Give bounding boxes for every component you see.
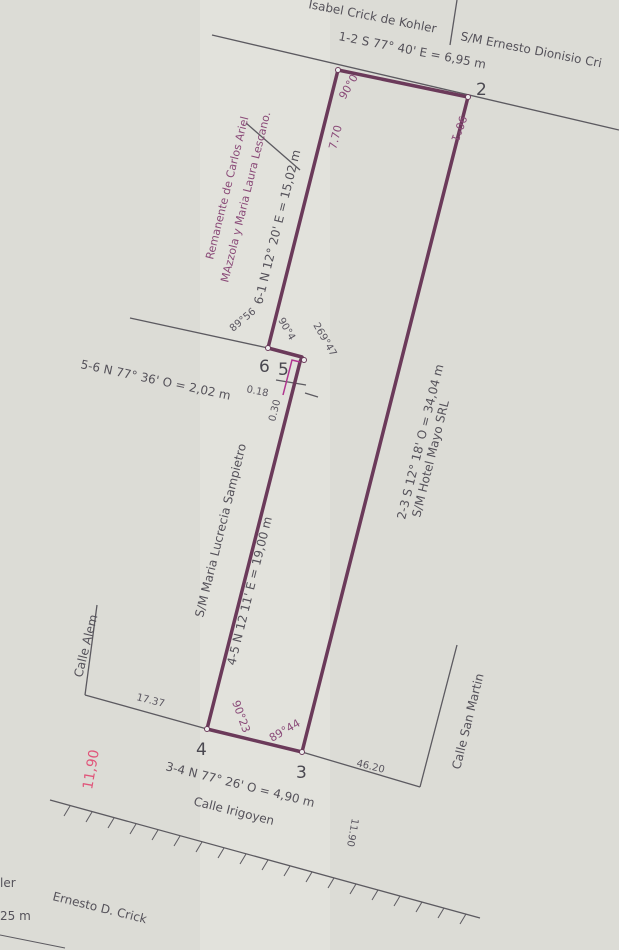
point-5: 5 — [278, 360, 289, 380]
point-6: 6 — [259, 357, 270, 377]
offset-line — [282, 359, 301, 396]
dim-0-30: 0.30 — [267, 398, 283, 422]
point-4: 4 — [196, 740, 207, 760]
street-hatch — [0, 805, 467, 949]
neighbor-bottom-left-2: 25 m — [0, 909, 31, 923]
point-3: 3 — [296, 763, 307, 783]
neighbor-bottom-left-1: ler — [0, 876, 16, 890]
parcel-outline[interactable] — [205, 68, 470, 754]
dim-7-70: 7.70 — [326, 124, 345, 151]
dim-11-90: 11.90 — [344, 817, 360, 847]
point-2: 2 — [476, 80, 487, 100]
vertex-markers — [204, 67, 471, 755]
dim-0-18: 0.18 — [245, 384, 269, 399]
dim-11-90-red: 11,90 — [80, 748, 103, 790]
reference-lines — [49, 0, 619, 919]
